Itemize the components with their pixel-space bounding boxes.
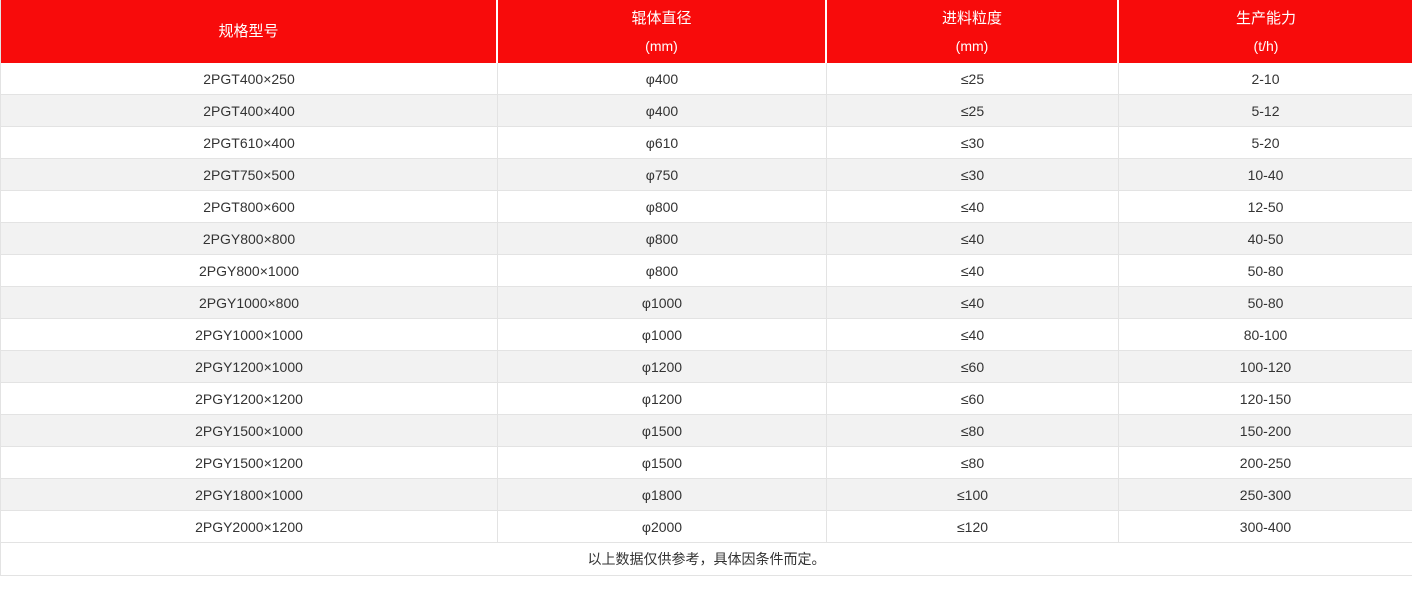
table-cell: ≤40 xyxy=(827,319,1119,351)
table-cell: 12-50 xyxy=(1119,191,1412,223)
table-body: 2PGT400×250 φ400 ≤25 2-10 2PGT400×400 φ400 ≤25… xyxy=(1,63,1412,543)
table-cell: ≤60 xyxy=(827,383,1119,415)
table-cell: φ1800 xyxy=(498,479,827,511)
table-cell: 2PGY1500×1000 xyxy=(1,415,498,447)
table-cell: φ1500 xyxy=(498,415,827,447)
table-cell: 2PGT400×250 xyxy=(1,63,498,95)
table-footer: 以上数据仅供参考，具体因条件而定。 xyxy=(1,543,1412,576)
table-cell: φ1000 xyxy=(498,287,827,319)
table-cell: 250-300 xyxy=(1119,479,1412,511)
table-cell: 2PGT400×400 xyxy=(1,95,498,127)
column-title: 规格型号 xyxy=(218,23,279,40)
table-cell: φ800 xyxy=(498,191,827,223)
table-cell: ≤25 xyxy=(827,63,1119,95)
column-header-capacity: 生产能力 (t/h) xyxy=(1119,0,1412,63)
table-row: 2PGY1000×1000 φ1000 ≤40 80-100 xyxy=(1,319,1412,351)
table-cell: 150-200 xyxy=(1119,415,1412,447)
column-title: 进料粒度 xyxy=(941,9,1002,27)
column-unit: (mm) xyxy=(955,37,989,54)
table-cell: φ1000 xyxy=(498,319,827,351)
table-cell: 2PGY1000×1000 xyxy=(1,319,498,351)
table-cell: ≤40 xyxy=(827,223,1119,255)
table-cell: 2PGY1000×800 xyxy=(1,287,498,319)
table-cell: φ2000 xyxy=(498,511,827,543)
table-row: 2PGY1500×1200 φ1500 ≤80 200-250 xyxy=(1,447,1412,479)
table-cell: φ400 xyxy=(498,63,827,95)
table-cell: ≤60 xyxy=(827,351,1119,383)
table-cell: φ800 xyxy=(498,255,827,287)
column-header-model: 规格型号 xyxy=(1,0,498,63)
table-row: 2PGY800×1000 φ800 ≤40 50-80 xyxy=(1,255,1412,287)
table-cell: ≤30 xyxy=(827,159,1119,191)
table-cell: φ610 xyxy=(498,127,827,159)
table-cell: ≤40 xyxy=(827,287,1119,319)
table-cell: 2PGY1200×1200 xyxy=(1,383,498,415)
column-unit: (mm) xyxy=(645,37,678,54)
table-cell: 300-400 xyxy=(1119,511,1412,543)
table-cell: φ1500 xyxy=(498,447,827,479)
table-cell: 120-150 xyxy=(1119,383,1412,415)
table-cell: 2PGY800×1000 xyxy=(1,255,498,287)
table-cell: 10-40 xyxy=(1119,159,1412,191)
spec-table: 规格型号 辊体直径 (mm) 进料粒度 (mm) xyxy=(0,0,1412,576)
table-row: 2PGY1800×1000 φ1800 ≤100 250-300 xyxy=(1,479,1412,511)
table-cell: 2-10 xyxy=(1119,63,1412,95)
table-cell: φ750 xyxy=(498,159,827,191)
table-cell: ≤40 xyxy=(827,255,1119,287)
table-row: 2PGT800×600 φ800 ≤40 12-50 xyxy=(1,191,1412,223)
column-header-feed-size: 进料粒度 (mm) xyxy=(827,0,1119,63)
table-row: 2PGY2000×1200 φ2000 ≤120 300-400 xyxy=(1,511,1412,543)
table-cell: 2PGY1200×1000 xyxy=(1,351,498,383)
table-row: 2PGY1200×1000 φ1200 ≤60 100-120 xyxy=(1,351,1412,383)
table-cell: φ1200 xyxy=(498,351,827,383)
column-unit: (t/h) xyxy=(1253,37,1279,54)
table-cell: φ800 xyxy=(498,223,827,255)
table-cell: 2PGT800×600 xyxy=(1,191,498,223)
table-row: 2PGY1500×1000 φ1500 ≤80 150-200 xyxy=(1,415,1412,447)
table-cell: ≤40 xyxy=(827,191,1119,223)
table-cell: 50-80 xyxy=(1119,287,1412,319)
table-cell: φ400 xyxy=(498,95,827,127)
table-cell: ≤25 xyxy=(827,95,1119,127)
table-row: 2PGT400×400 φ400 ≤25 5-12 xyxy=(1,95,1412,127)
table-cell: 2PGY1500×1200 xyxy=(1,447,498,479)
table-cell: 80-100 xyxy=(1119,319,1412,351)
column-header-roller-diameter: 辊体直径 (mm) xyxy=(498,0,827,63)
table-row: 2PGT610×400 φ610 ≤30 5-20 xyxy=(1,127,1412,159)
table-cell: 2PGY800×800 xyxy=(1,223,498,255)
table-cell: ≤80 xyxy=(827,447,1119,479)
table-cell: 5-20 xyxy=(1119,127,1412,159)
table-row: 2PGT400×250 φ400 ≤25 2-10 xyxy=(1,63,1412,95)
table-cell: 2PGT750×500 xyxy=(1,159,498,191)
table-row: 2PGT750×500 φ750 ≤30 10-40 xyxy=(1,159,1412,191)
table-cell: 2PGY2000×1200 xyxy=(1,511,498,543)
header-row: 规格型号 辊体直径 (mm) 进料粒度 (mm) xyxy=(1,0,1412,63)
table-row: 2PGY1000×800 φ1000 ≤40 50-80 xyxy=(1,287,1412,319)
table-cell: ≤80 xyxy=(827,415,1119,447)
table-cell: ≤30 xyxy=(827,127,1119,159)
table-cell: ≤120 xyxy=(827,511,1119,543)
footnote: 以上数据仅供参考，具体因条件而定。 xyxy=(1,543,1412,576)
column-title: 辊体直径 xyxy=(631,9,692,27)
table-cell: 50-80 xyxy=(1119,255,1412,287)
table-cell: 2PGY1800×1000 xyxy=(1,479,498,511)
table-row: 2PGY800×800 φ800 ≤40 40-50 xyxy=(1,223,1412,255)
footnote-row: 以上数据仅供参考，具体因条件而定。 xyxy=(1,543,1412,576)
table-cell: 100-120 xyxy=(1119,351,1412,383)
table-cell: 5-12 xyxy=(1119,95,1412,127)
column-title: 生产能力 xyxy=(1235,9,1296,27)
table-cell: φ1200 xyxy=(498,383,827,415)
table-row: 2PGY1200×1200 φ1200 ≤60 120-150 xyxy=(1,383,1412,415)
table-cell: 200-250 xyxy=(1119,447,1412,479)
table-cell: 40-50 xyxy=(1119,223,1412,255)
table-header: 规格型号 辊体直径 (mm) 进料粒度 (mm) xyxy=(1,0,1412,63)
table-cell: 2PGT610×400 xyxy=(1,127,498,159)
table-cell: ≤100 xyxy=(827,479,1119,511)
